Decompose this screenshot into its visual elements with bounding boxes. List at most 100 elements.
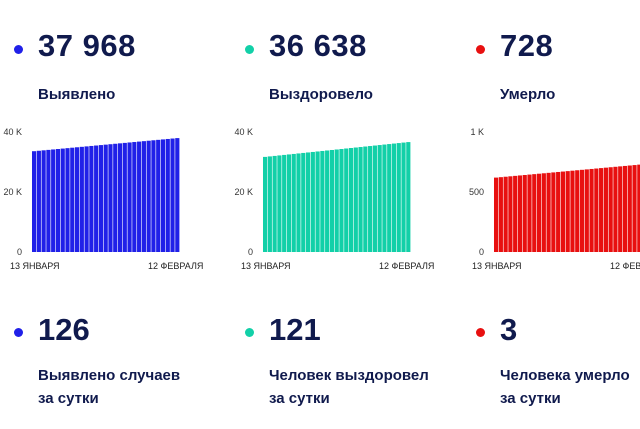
recovered-bar xyxy=(406,142,411,252)
recovered-chart: 0 20 K 40 K 13 ЯНВАРЯ 12 ФЕВРАЛЯ xyxy=(234,127,434,271)
recovered-bar xyxy=(353,147,358,252)
recovered-daily-period: за сутки xyxy=(269,390,330,407)
deaths-bar xyxy=(551,172,556,252)
detected-bar xyxy=(79,146,84,252)
detected-bar xyxy=(170,138,175,252)
detected-chart: 0 20 K 40 K 13 ЯНВАРЯ 12 ФЕВРАЛЯ xyxy=(3,127,203,271)
deaths-bar xyxy=(627,165,632,252)
recovered-bar xyxy=(267,156,272,252)
recovered-bar xyxy=(282,154,287,252)
deaths-bar xyxy=(517,175,523,252)
deaths-bar xyxy=(498,177,503,252)
card-recovered: 36 638 Выздоровело 0 20 K 40 K 13 ЯНВАРЯ 12 … xyxy=(231,0,446,429)
detected-bar xyxy=(98,145,104,252)
deaths-bar xyxy=(522,175,527,252)
deaths-bar xyxy=(603,167,608,252)
detected-bar xyxy=(175,138,180,252)
recovered-bar xyxy=(372,145,377,252)
detected-bar xyxy=(132,142,137,252)
deaths-bar xyxy=(565,171,570,252)
detected-bar xyxy=(46,149,51,252)
recovered-bar xyxy=(291,153,296,252)
detected-ytick-label: 40 K xyxy=(3,127,22,137)
detected-bar xyxy=(122,142,127,252)
deaths-bar xyxy=(579,169,585,252)
recovered-bar xyxy=(348,148,354,252)
recovered-bar xyxy=(387,144,392,252)
deaths-bar xyxy=(613,166,618,252)
deaths-bar xyxy=(608,167,613,252)
deaths-bar xyxy=(570,170,575,252)
recovered-bar xyxy=(310,151,315,252)
recovered-bar xyxy=(391,143,397,252)
recovered-dot-icon xyxy=(245,45,254,54)
detected-bar xyxy=(160,139,166,252)
deaths-bar xyxy=(532,174,537,252)
detected-bar xyxy=(146,140,151,252)
detected-bar xyxy=(137,141,142,252)
deaths-bar xyxy=(622,165,628,252)
recovered-bar xyxy=(329,149,335,252)
recovered-daily-label: Человек выздоровел xyxy=(269,367,429,384)
detected-bar xyxy=(165,138,170,252)
detected-bar xyxy=(117,143,123,252)
detected-bar xyxy=(156,139,161,252)
recovered-bar xyxy=(363,146,368,252)
recovered-bar xyxy=(344,148,349,252)
detected-ytick-label: 0 xyxy=(17,247,22,257)
deaths-bar xyxy=(513,175,518,252)
deaths-x-end-label: 12 ФЕВРАЛЯ xyxy=(610,261,640,271)
deaths-x-start-label: 13 ЯНВАРЯ xyxy=(472,261,522,271)
recovered-bar xyxy=(315,151,320,252)
detected-bar xyxy=(103,144,108,252)
deaths-total: 728 xyxy=(500,28,554,63)
detected-bar xyxy=(70,147,75,252)
detected-bar xyxy=(32,151,37,252)
detected-bar xyxy=(65,148,70,252)
recovered-bar xyxy=(301,152,306,252)
recovered-bar xyxy=(358,147,363,252)
deaths-ytick-label: 0 xyxy=(479,247,484,257)
recovered-daily-value: 121 xyxy=(269,312,321,347)
deaths-daily-period: за сутки xyxy=(500,390,561,407)
recovered-bar xyxy=(272,155,277,252)
detected-bar xyxy=(113,143,118,252)
detected-bar xyxy=(55,149,61,252)
recovered-x-end-label: 12 ФЕВРАЛЯ xyxy=(379,261,434,271)
recovered-bar xyxy=(286,154,292,252)
detected-daily-label: Выявлено случаев xyxy=(38,367,181,384)
detected-bar xyxy=(74,147,80,252)
deaths-bar xyxy=(632,165,637,252)
recovered-bar xyxy=(320,150,325,252)
recovered-bar xyxy=(263,156,268,252)
deaths-label: Умерло xyxy=(500,86,556,103)
detected-x-end-label: 12 ФЕВРАЛЯ xyxy=(148,261,203,271)
detected-bar xyxy=(36,150,41,252)
recovered-bar xyxy=(368,146,373,252)
deaths-bar xyxy=(503,176,508,252)
detected-daily-dot-icon xyxy=(14,328,23,337)
recovered-bar xyxy=(377,145,382,252)
detected-label: Выявлено xyxy=(38,86,116,103)
deaths-ytick-label: 1 K xyxy=(470,127,484,137)
deaths-daily-value: 3 xyxy=(500,312,518,347)
deaths-dot-icon xyxy=(476,45,485,54)
detected-bar xyxy=(108,144,113,252)
deaths-bar xyxy=(541,173,546,252)
deaths-bar xyxy=(560,171,566,252)
deaths-bar xyxy=(536,173,542,252)
deaths-bar xyxy=(546,172,551,252)
recovered-bar xyxy=(325,150,330,252)
deaths-bar xyxy=(575,170,580,252)
deaths-bar xyxy=(594,168,599,252)
detected-bar xyxy=(89,145,94,252)
deaths-bar xyxy=(494,177,499,252)
deaths-bar xyxy=(637,164,640,252)
recovered-bar xyxy=(339,148,344,252)
deaths-bar xyxy=(599,168,604,252)
recovered-daily-dot-icon xyxy=(245,328,254,337)
detected-ytick-label: 20 K xyxy=(3,187,22,197)
deaths-bar xyxy=(527,174,532,252)
detected-x-start-label: 13 ЯНВАРЯ xyxy=(10,261,60,271)
